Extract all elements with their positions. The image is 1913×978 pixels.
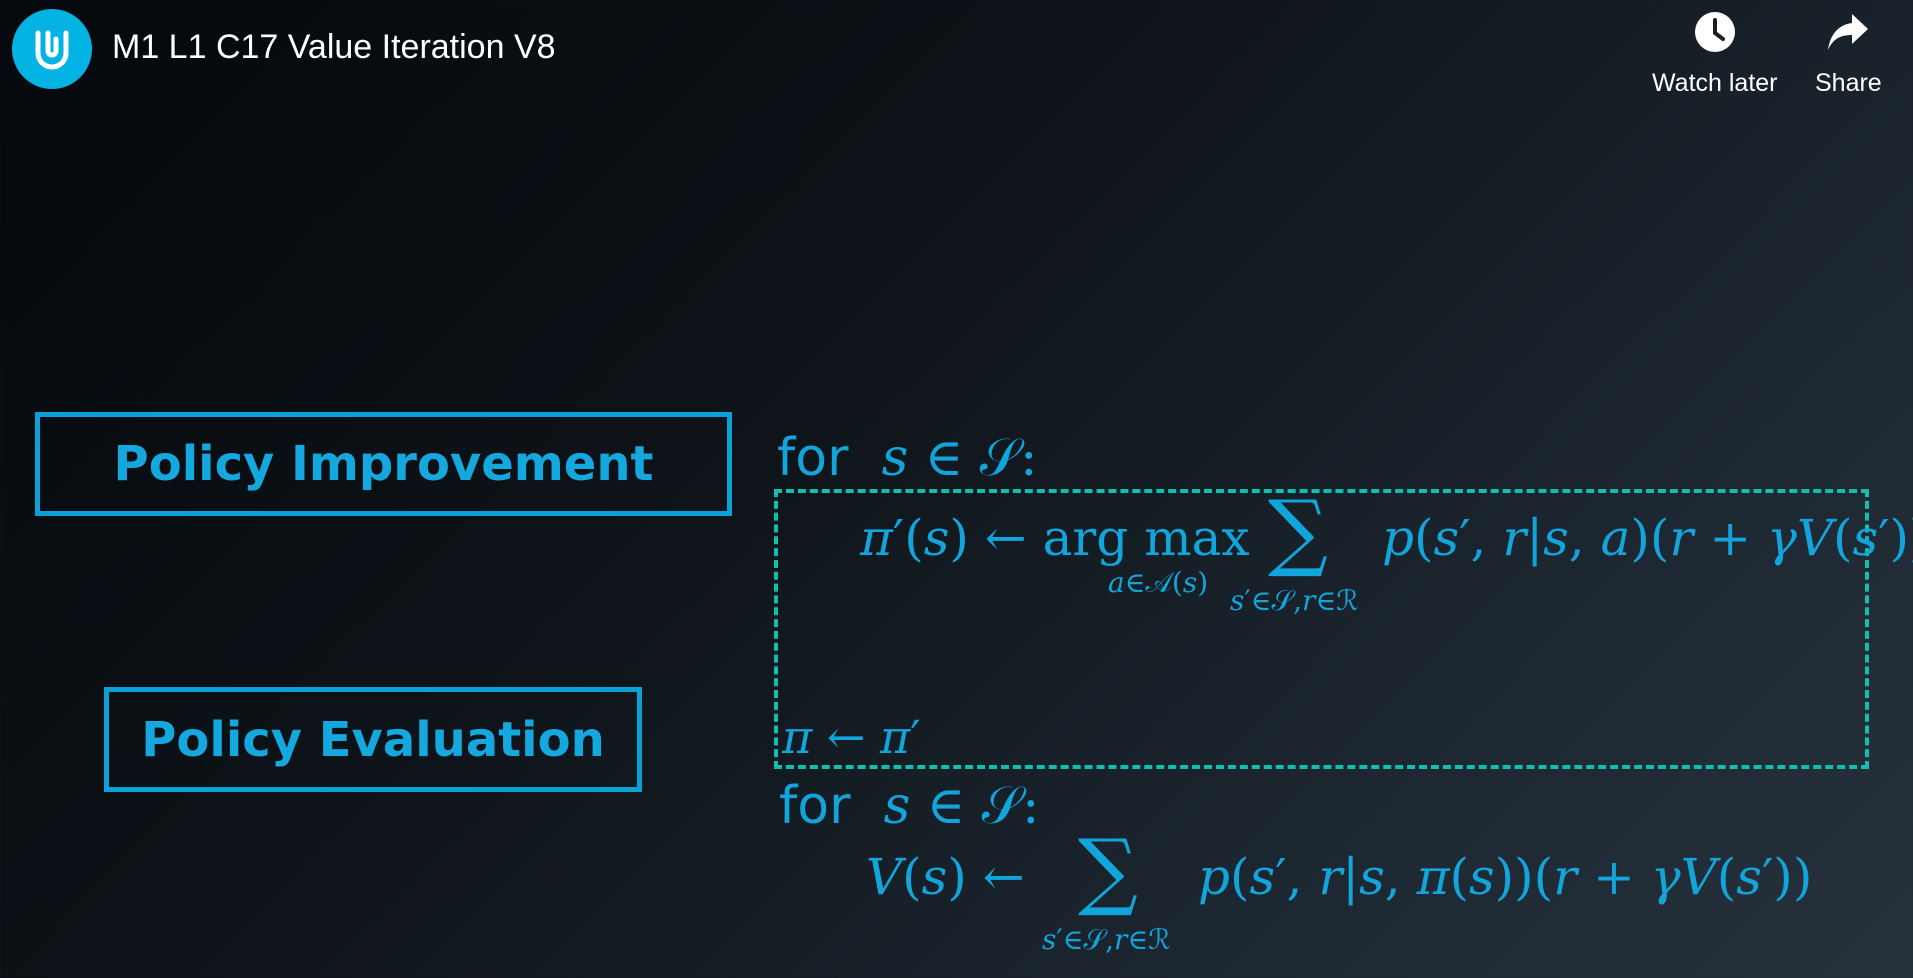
udacity-u-glyph xyxy=(35,30,69,70)
policy-evaluation-box: Policy Evaluation xyxy=(104,687,642,792)
watch-later-button[interactable]: Watch later xyxy=(1652,6,1778,98)
share-arrow-icon xyxy=(1826,6,1870,58)
video-title[interactable]: M1 L1 C17 Value Iteration V8 xyxy=(112,28,556,66)
loop-condition-2: s ∈ 𝒮: xyxy=(883,776,1040,836)
improvement-loop-header: for s ∈ 𝒮: xyxy=(777,432,1038,484)
policy-update-equation: π ← π′ xyxy=(782,710,921,764)
for-keyword-2: for xyxy=(779,776,851,836)
policy-improvement-region xyxy=(774,489,1869,769)
policy-evaluation-label: Policy Evaluation xyxy=(141,711,605,768)
evaluation-loop-header: for s ∈ 𝒮: xyxy=(779,780,1040,832)
share-label: Share xyxy=(1815,69,1882,97)
policy-improvement-box: Policy Improvement xyxy=(35,412,732,516)
for-keyword: for xyxy=(777,428,849,488)
clock-icon xyxy=(1693,6,1737,58)
share-button[interactable]: Share xyxy=(1815,6,1882,98)
policy-improvement-label: Policy Improvement xyxy=(113,436,654,492)
udacity-logo-icon[interactable] xyxy=(12,9,92,89)
watch-later-label: Watch later xyxy=(1652,69,1778,97)
loop-condition: s ∈ 𝒮: xyxy=(881,428,1038,488)
